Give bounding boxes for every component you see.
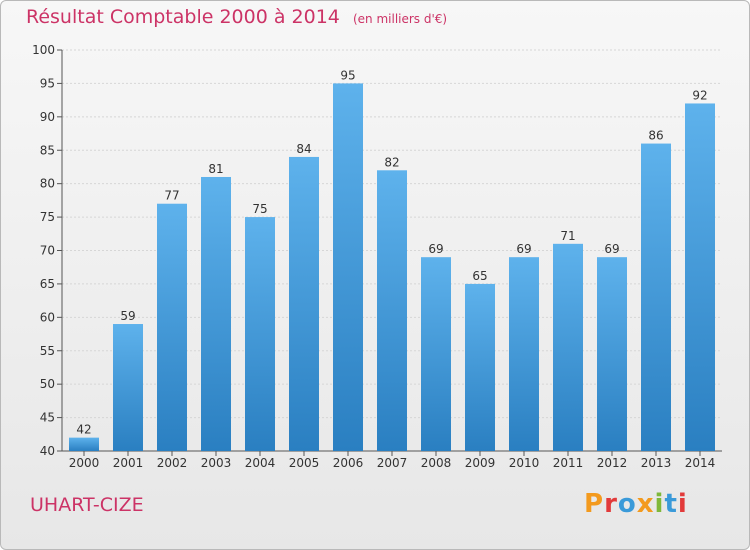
data-label: 69 xyxy=(604,242,619,256)
x-tick-label: 2004 xyxy=(245,456,276,470)
y-tick-label: 55 xyxy=(40,344,55,358)
logo-letter: i xyxy=(654,489,665,519)
y-tick-label: 90 xyxy=(40,110,55,124)
data-label: 84 xyxy=(296,142,311,156)
data-label: 77 xyxy=(164,189,179,203)
logo-letter: o xyxy=(617,489,637,519)
y-tick-label: 100 xyxy=(32,43,55,57)
logo-letter: P xyxy=(584,489,605,519)
data-label: 69 xyxy=(516,242,531,256)
y-tick-label: 70 xyxy=(40,244,55,258)
y-tick-label: 60 xyxy=(40,310,55,324)
chart-unit: (en milliers d'€) xyxy=(352,12,448,26)
x-tick-label: 2006 xyxy=(333,456,364,470)
data-label: 95 xyxy=(340,68,355,82)
y-tick-label: 95 xyxy=(40,76,55,90)
y-tick-label: 65 xyxy=(40,277,55,291)
bar xyxy=(641,143,671,452)
logo-letter: x xyxy=(636,489,655,519)
data-label: 69 xyxy=(428,242,443,256)
chart-title: Résultat Comptable 2000 à 2014 (en milli… xyxy=(26,6,447,28)
bar xyxy=(157,203,187,451)
data-label: 71 xyxy=(560,229,575,243)
y-tick-label: 75 xyxy=(40,210,55,224)
x-tick-label: 2000 xyxy=(69,456,100,470)
x-tick-label: 2001 xyxy=(113,456,144,470)
commune-name: UHART-CIZE xyxy=(30,494,144,516)
x-tick-label: 2002 xyxy=(157,456,188,470)
x-tick-label: 2014 xyxy=(685,456,716,470)
bar xyxy=(289,156,319,451)
data-label: 86 xyxy=(648,129,663,143)
bar xyxy=(333,83,363,452)
data-label: 82 xyxy=(384,155,399,169)
data-label: 81 xyxy=(208,162,223,176)
y-tick-label: 40 xyxy=(40,444,55,458)
x-tick-label: 2012 xyxy=(597,456,628,470)
bar xyxy=(553,243,583,451)
bar xyxy=(245,217,275,451)
bar xyxy=(509,257,539,451)
x-tick-label: 2013 xyxy=(641,456,672,470)
y-tick-label: 45 xyxy=(40,411,55,425)
chart-title-text: Résultat Comptable 2000 à 2014 xyxy=(26,6,340,28)
data-label: 75 xyxy=(252,202,267,216)
x-tick-label: 2008 xyxy=(421,456,452,470)
bar xyxy=(421,257,451,451)
data-label: 92 xyxy=(692,88,707,102)
bar xyxy=(113,324,143,451)
bar xyxy=(685,103,715,451)
proxiti-logo: Proxiti xyxy=(584,489,688,519)
bar xyxy=(69,437,99,451)
x-tick-label: 2010 xyxy=(509,456,540,470)
bar xyxy=(465,283,495,451)
bar xyxy=(597,257,627,451)
bar xyxy=(201,176,231,451)
bar xyxy=(377,170,407,452)
data-label: 42 xyxy=(76,423,91,437)
y-tick-label: 80 xyxy=(40,177,55,191)
logo-letter: t xyxy=(664,489,678,519)
x-tick-label: 2005 xyxy=(289,456,320,470)
x-tick-label: 2007 xyxy=(377,456,408,470)
x-tick-label: 2003 xyxy=(201,456,232,470)
x-tick-label: 2009 xyxy=(465,456,496,470)
y-tick-label: 50 xyxy=(40,377,55,391)
logo-letter: i xyxy=(677,489,688,519)
logo-letter: r xyxy=(604,489,618,519)
data-label: 65 xyxy=(472,269,487,283)
x-tick-label: 2011 xyxy=(553,456,584,470)
data-label: 59 xyxy=(120,309,135,323)
y-tick-label: 85 xyxy=(40,143,55,157)
